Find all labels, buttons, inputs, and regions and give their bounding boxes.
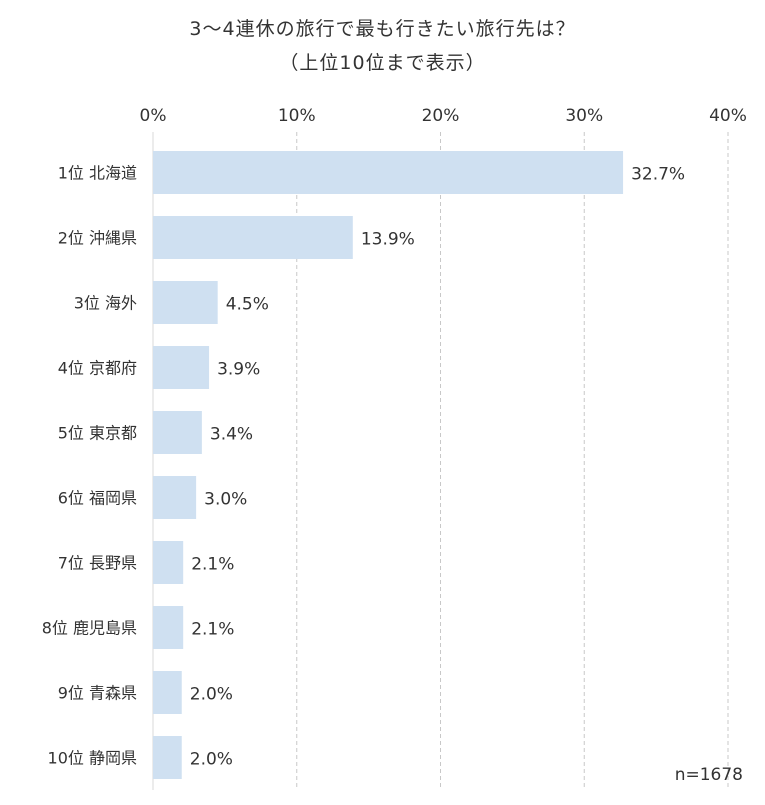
data-label: 13.9% xyxy=(361,230,415,250)
bar xyxy=(153,736,182,779)
chart-title: 3～4連休の旅行で最も行きたい旅行先は？ xyxy=(189,18,576,40)
bar xyxy=(153,411,202,454)
category-label: 3位 海外 xyxy=(74,294,137,313)
bar xyxy=(153,281,218,324)
x-tick-label: 40% xyxy=(709,106,747,126)
category-label: 1位 北海道 xyxy=(58,164,137,183)
x-tick-label: 10% xyxy=(278,106,316,126)
bar xyxy=(153,346,210,389)
data-label: 3.4% xyxy=(210,425,253,445)
data-label: 3.0% xyxy=(204,490,247,510)
category-label: 9位 青森県 xyxy=(58,684,137,703)
category-label: 8位 鹿児島県 xyxy=(42,619,137,638)
category-label: 6位 福岡県 xyxy=(58,489,137,508)
bar xyxy=(153,671,182,714)
category-label: 2位 沖縄県 xyxy=(58,229,137,248)
sample-size-note: n=1678 xyxy=(674,765,743,785)
x-tick-label: 20% xyxy=(422,106,460,126)
bar xyxy=(153,476,197,519)
x-tick-label: 30% xyxy=(565,106,603,126)
data-label: 2.0% xyxy=(190,685,233,705)
bar xyxy=(153,216,353,259)
category-label: 5位 東京都 xyxy=(58,424,137,443)
data-label: 2.0% xyxy=(190,750,233,770)
category-label: 4位 京都府 xyxy=(58,359,137,378)
data-label: 2.1% xyxy=(191,555,234,575)
chart-subtitle: （上位10位まで表示） xyxy=(279,52,486,74)
bar xyxy=(153,151,624,194)
category-label: 7位 長野県 xyxy=(58,554,137,573)
category-label: 10位 静岡県 xyxy=(48,749,137,768)
data-label: 2.1% xyxy=(191,620,234,640)
bar xyxy=(153,606,184,649)
data-label: 32.7% xyxy=(631,165,685,185)
bar xyxy=(153,541,184,584)
data-label: 3.9% xyxy=(217,360,260,380)
x-tick-label: 0% xyxy=(140,106,167,126)
data-label: 4.5% xyxy=(226,295,269,315)
